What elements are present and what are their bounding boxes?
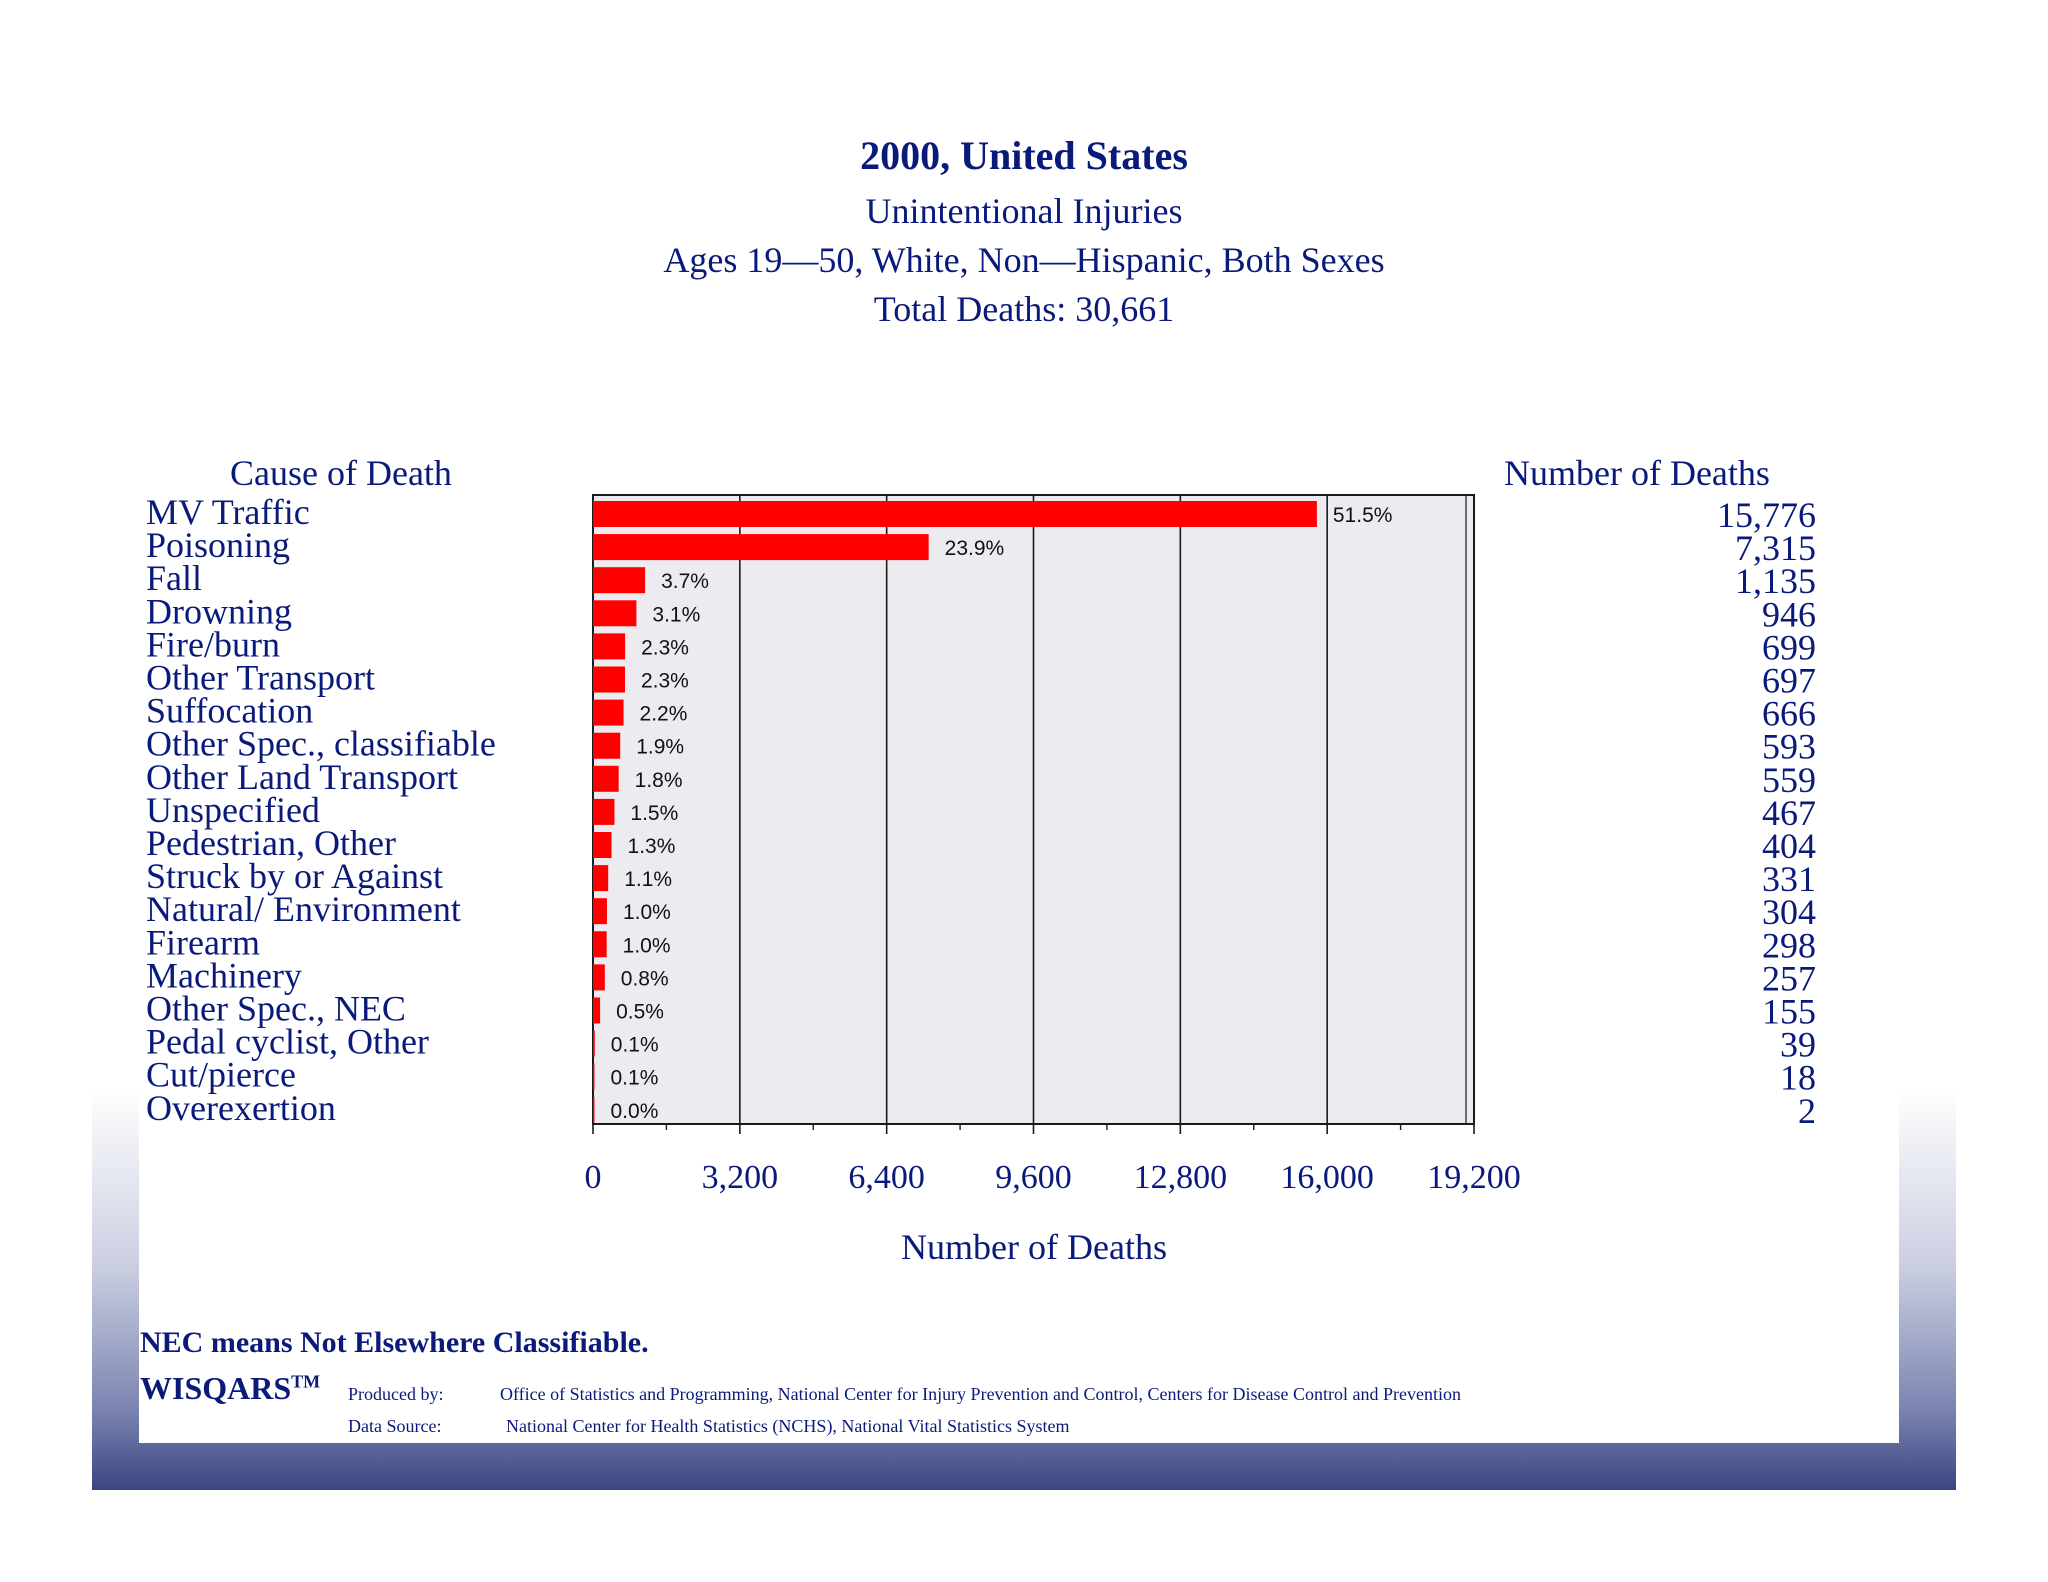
deaths-value-label: 467 [1762,793,1816,833]
deaths-value-label: 18 [1780,1058,1816,1098]
category-label: Poisoning [146,525,290,565]
bar [593,534,929,561]
bar [593,732,621,759]
cause-column-header: Cause of Death [230,453,452,493]
bar [593,997,601,1024]
category-label: Other Land Transport [146,757,458,797]
bar [593,832,612,858]
bar-percent-label: 0.1% [611,1067,659,1090]
deaths-value-label: 257 [1762,958,1816,998]
deaths-value-label: 593 [1762,727,1816,767]
bar [593,964,605,991]
category-label: Suffocation [146,691,313,731]
deaths-value-label: 298 [1762,925,1816,965]
x-tick-label: 16,000 [1280,1159,1374,1196]
deaths-value-label: 15,776 [1717,495,1816,535]
bar-percent-label: 0.0% [611,1100,659,1123]
category-label: Drowning [146,591,292,631]
bar [593,666,625,693]
bar-percent-label: 0.8% [621,967,669,990]
bar [593,765,619,792]
category-label: Struck by or Against [146,856,443,896]
category-label: MV Traffic [146,492,310,532]
bar [593,567,646,594]
category-label: Overexertion [146,1088,336,1128]
data-source-text: National Center for Health Statistics (N… [506,1416,1070,1436]
wisqars-name: WISQARS [140,1370,292,1406]
category-label: Other Transport [146,658,375,698]
bar [593,931,607,958]
bar-percent-label: 1.8% [635,769,683,792]
bar [593,699,624,726]
deaths-value-label: 304 [1762,892,1816,932]
bar-percent-label: 3.1% [652,603,700,626]
chart-total-deaths: Total Deaths: 30,661 [873,289,1175,329]
bar-percent-label: 0.5% [616,1001,664,1024]
bar-percent-label: 1.0% [623,934,671,957]
deaths-value-label: 946 [1762,594,1816,634]
deaths-column-header: Number of Deaths [1504,453,1770,493]
x-axis-title: Number of Deaths [901,1227,1167,1267]
category-label: Fall [146,558,202,598]
bar-percent-label: 2.3% [641,636,689,659]
bar [593,633,626,660]
deaths-value-label: 699 [1762,627,1816,667]
bar [593,1063,595,1090]
category-label: Other Spec., classifiable [146,724,496,764]
bar-percent-label: 1.0% [623,901,671,924]
produced-by-label: Produced by: [348,1384,444,1404]
deaths-value-label: 155 [1762,992,1816,1032]
deaths-value-label: 1,135 [1735,561,1816,601]
chart-demographics: Ages 19—50, White, Non—Hispanic, Both Se… [663,240,1385,280]
x-tick-label: 9,600 [995,1159,1072,1196]
bar [593,1096,595,1123]
category-label: Firearm [146,922,260,962]
bar-percent-label: 2.2% [640,703,688,726]
bar [593,1030,595,1057]
bar-percent-label: 3.7% [661,570,709,593]
nec-footnote: NEC means Not Elsewhere Classifiable. [140,1326,649,1359]
bar [593,600,637,627]
x-tick-label: 3,200 [702,1159,779,1196]
bar-percent-label: 1.3% [628,835,676,858]
category-label: Pedestrian, Other [146,823,396,863]
deaths-value-label: 559 [1762,760,1816,800]
deaths-value-label: 7,315 [1735,528,1816,568]
category-label: Pedal cyclist, Other [146,1022,429,1062]
bar-percent-label: 2.3% [641,670,689,693]
deaths-value-label: 2 [1798,1091,1816,1131]
bar [593,898,607,925]
deaths-value-label: 666 [1762,694,1816,734]
category-label: Fire/burn [146,624,280,664]
deaths-value-label: 331 [1762,859,1816,899]
produced-by-text: Office of Statistics and Programming, Na… [500,1384,1461,1404]
bar-percent-label: 23.9% [945,537,1005,560]
category-label: Cut/pierce [146,1055,296,1095]
deaths-value-label: 697 [1762,661,1816,701]
x-tick-label: 6,400 [848,1159,925,1196]
category-label: Unspecified [146,790,320,830]
deaths-value-label: 404 [1762,826,1816,866]
bar-percent-label: 0.1% [611,1034,659,1057]
bar-percent-label: 1.1% [624,868,672,891]
category-label: Machinery [146,955,302,995]
category-label: Natural/ Environment [146,889,461,929]
bar [593,798,615,825]
x-tick-label: 12,800 [1134,1159,1228,1196]
x-tick-label: 0 [585,1159,602,1196]
wisqars-brand: WISQARSTM [140,1370,320,1407]
x-tick-label: 19,200 [1427,1159,1521,1196]
data-source-label: Data Source: [348,1416,442,1436]
bar-percent-label: 1.5% [630,802,678,825]
bar [593,501,1317,527]
bar-percent-label: 51.5% [1333,504,1393,527]
chart-title: 2000, United States [860,133,1188,178]
bar-percent-label: 1.9% [636,736,684,759]
trademark-mark: TM [291,1371,321,1392]
deaths-value-label: 39 [1780,1025,1816,1065]
category-label: Other Spec., NEC [146,989,406,1029]
chart-subtitle: Unintentional Injuries [865,191,1183,231]
bar [593,865,609,892]
